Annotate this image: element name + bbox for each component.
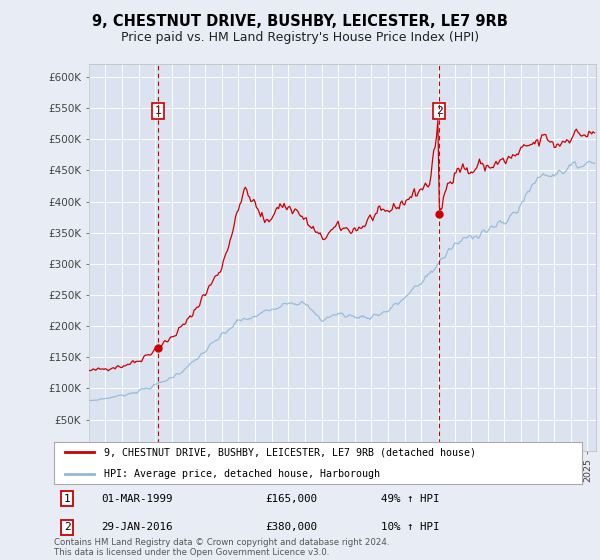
Text: 2: 2 [64,522,71,533]
Text: 9, CHESTNUT DRIVE, BUSHBY, LEICESTER, LE7 9RB (detached house): 9, CHESTNUT DRIVE, BUSHBY, LEICESTER, LE… [104,447,476,457]
Text: 29-JAN-2016: 29-JAN-2016 [101,522,173,533]
Text: HPI: Average price, detached house, Harborough: HPI: Average price, detached house, Harb… [104,469,380,479]
Text: £380,000: £380,000 [265,522,317,533]
Text: 1: 1 [155,106,161,116]
Text: Price paid vs. HM Land Registry's House Price Index (HPI): Price paid vs. HM Land Registry's House … [121,31,479,44]
Text: 2: 2 [436,106,443,116]
Text: £165,000: £165,000 [265,493,317,503]
Text: 1: 1 [64,493,71,503]
Text: 01-MAR-1999: 01-MAR-1999 [101,493,173,503]
Text: 49% ↑ HPI: 49% ↑ HPI [382,493,440,503]
Text: 10% ↑ HPI: 10% ↑ HPI [382,522,440,533]
Text: 9, CHESTNUT DRIVE, BUSHBY, LEICESTER, LE7 9RB: 9, CHESTNUT DRIVE, BUSHBY, LEICESTER, LE… [92,14,508,29]
Text: Contains HM Land Registry data © Crown copyright and database right 2024.
This d: Contains HM Land Registry data © Crown c… [54,538,389,557]
